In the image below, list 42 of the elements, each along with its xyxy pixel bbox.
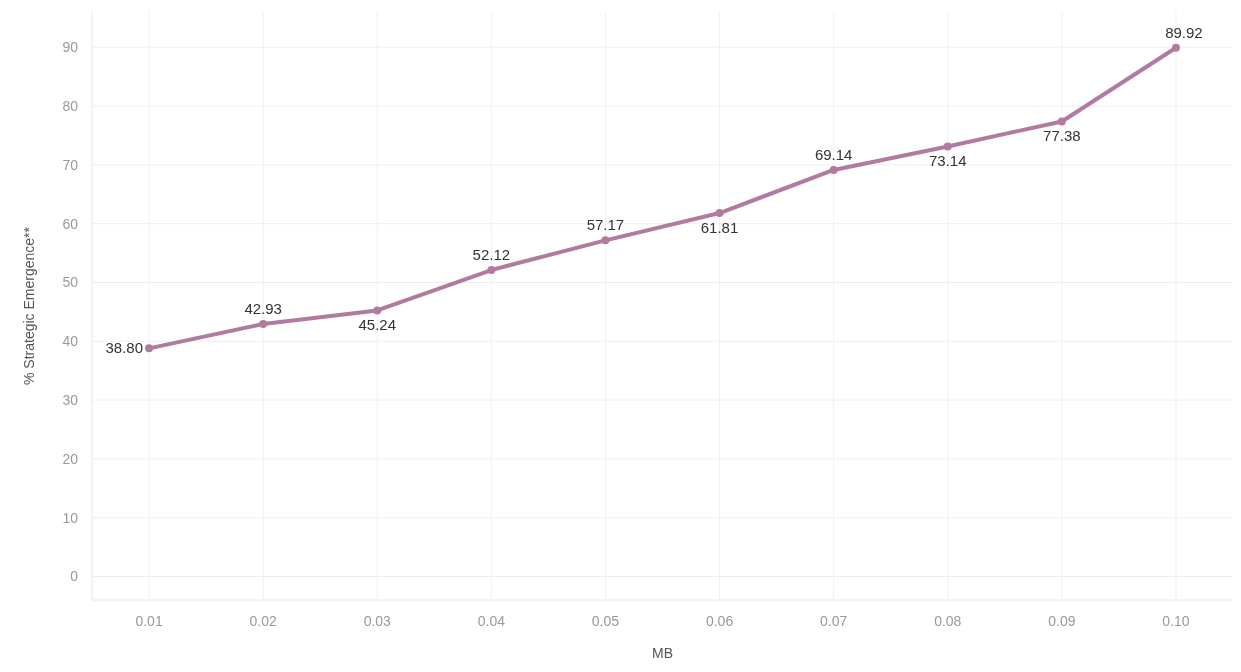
x-tick-label: 0.10 [1162,613,1190,629]
point [259,320,268,329]
data-label: 77.38 [1043,127,1081,145]
point [715,209,724,218]
point [1171,43,1180,52]
y-tick-label: 0 [70,568,79,585]
data-label: 52.12 [472,246,511,264]
x-tick-label: 0.04 [477,613,506,629]
x-axis-title: MB [652,645,673,661]
y-tick-label: 10 [62,509,79,526]
data-label: 89.92 [1165,23,1203,41]
data-label: 69.14 [814,145,853,163]
data-label: 73.14 [928,152,967,170]
y-tick-label: 70 [62,156,79,173]
x-tick-label: 0.05 [591,613,620,629]
point [373,306,382,315]
point [943,142,952,151]
point [145,344,154,353]
x-tick-label: 0.09 [1048,613,1076,629]
y-tick-label: 20 [62,450,79,467]
y-tick-label: 80 [62,98,79,115]
x-tick-label: 0.02 [249,613,277,629]
x-tick-label: 0.06 [705,613,734,629]
x-tick-label: 0.07 [820,613,848,629]
y-tick-label: 30 [62,392,79,409]
point [1057,117,1066,126]
point [601,236,610,245]
data-label: 42.93 [244,300,282,318]
data-label: 38.80 [105,339,144,357]
point [487,266,496,275]
y-axis-title: % Strategic Emergence** [21,226,37,385]
x-tick-label: 0.03 [363,613,392,629]
y-tick-label: 50 [62,274,79,291]
point [829,165,838,174]
y-tick-label: 40 [62,333,79,350]
data-label: 45.24 [358,316,397,334]
x-tick-label: 0.08 [934,613,962,629]
data-label: 57.17 [586,216,625,234]
x-tick-label: 0.01 [135,613,163,629]
y-tick-label: 90 [62,39,79,56]
y-tick-label: 60 [62,215,79,232]
data-label: 61.81 [700,219,739,237]
